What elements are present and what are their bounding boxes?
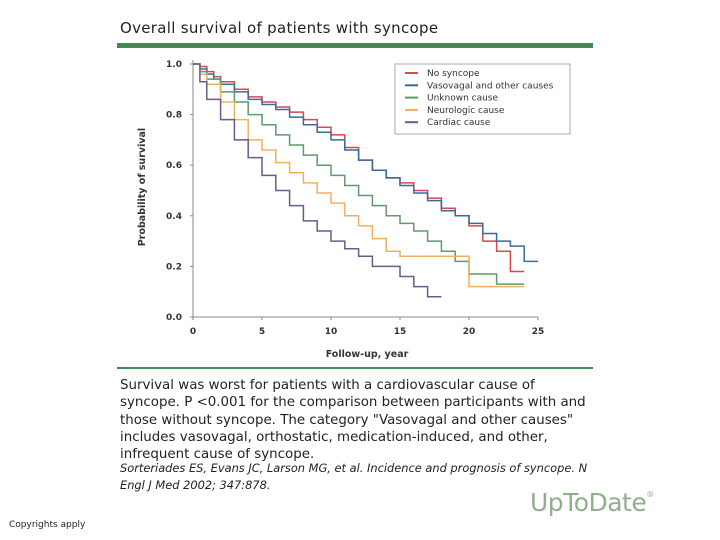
x-tick-label: 5 (259, 327, 265, 337)
series-line-5 (193, 63, 442, 298)
figure-caption: Survival was worst for patients with a c… (120, 378, 586, 463)
y-tick-label: 0.6 (166, 161, 182, 171)
series-line-2 (193, 63, 538, 263)
series-line-3 (193, 63, 525, 285)
survival-chart: 0.0 0.2 0.4 0.6 0.8 1.0 0 5 10 15 20 25 No syncope V… (137, 60, 571, 360)
series-line-4 (193, 63, 525, 288)
legend-entry: Unknown cause (427, 94, 498, 104)
legend-entry: Cardiac cause (427, 118, 491, 128)
legend-entry: Neurologic cause (427, 106, 505, 116)
y-tick-label: 1.0 (166, 60, 182, 70)
copyright-notice: Copyrights apply (9, 520, 86, 530)
x-axis-label: Follow-up, year (326, 349, 409, 360)
y-axis-label: Probability of survival (137, 128, 148, 246)
x-tick-label: 20 (463, 327, 476, 337)
axis-frame: 0.0 0.2 0.4 0.6 0.8 1.0 0 5 10 15 20 25 (166, 60, 544, 337)
legend-entry: No syncope (427, 69, 480, 79)
legend: No syncope Vasovagal and other causes Unkn… (394, 63, 571, 135)
citation: Sorteriades ES, Evans JC, Larson MG, et … (120, 461, 588, 492)
y-tick-label: 0.2 (166, 262, 182, 272)
caption-rule (117, 367, 593, 369)
title-rule (117, 43, 593, 48)
series-lines (193, 63, 538, 298)
page-title: Overall survival of patients with syncop… (120, 19, 439, 37)
logo-text: UpToDate (530, 488, 647, 517)
legend-entry: Vasovagal and other causes (427, 81, 554, 91)
y-tick-label: 0.0 (166, 313, 182, 323)
x-tick-label: 25 (532, 327, 545, 337)
legend-box (394, 63, 571, 135)
uptodate-logo: UpToDate® (530, 488, 654, 517)
y-tick-label: 0.8 (166, 111, 182, 121)
logo-registered-mark: ® (646, 490, 654, 499)
y-tick-label: 0.4 (166, 212, 182, 222)
x-tick-label: 15 (394, 327, 407, 337)
x-tick-label: 10 (325, 327, 338, 337)
x-tick-label: 0 (190, 327, 196, 337)
